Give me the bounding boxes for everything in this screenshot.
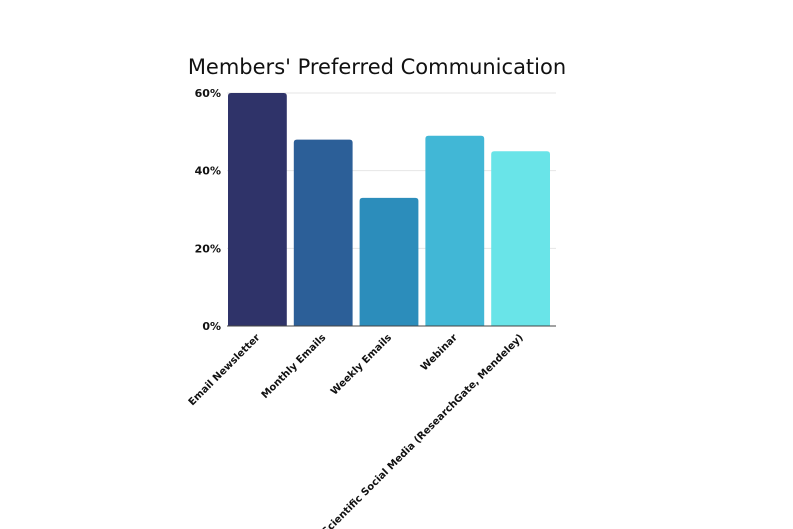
y-axis-ticks: 0% 20% 40% 60% <box>195 87 221 333</box>
bar-4 <box>425 135 485 326</box>
bar-2 <box>293 139 353 326</box>
chart-title: Members' Preferred Communication <box>188 55 566 79</box>
x-tick-label: Monthly Emails <box>260 332 329 401</box>
y-tick-label: 60% <box>195 87 221 100</box>
bar-3 <box>359 197 419 326</box>
x-tick-label: Webinar <box>419 332 460 373</box>
y-tick-label: 20% <box>195 242 221 255</box>
bar-1 <box>228 93 287 326</box>
x-tick-label: Email Newsletter <box>187 332 263 408</box>
bar-5 <box>491 151 550 326</box>
bars <box>228 93 550 326</box>
y-tick-label: 0% <box>202 320 221 333</box>
y-tick-label: 40% <box>195 165 221 178</box>
x-tick-label: Weekly Emails <box>329 332 394 397</box>
